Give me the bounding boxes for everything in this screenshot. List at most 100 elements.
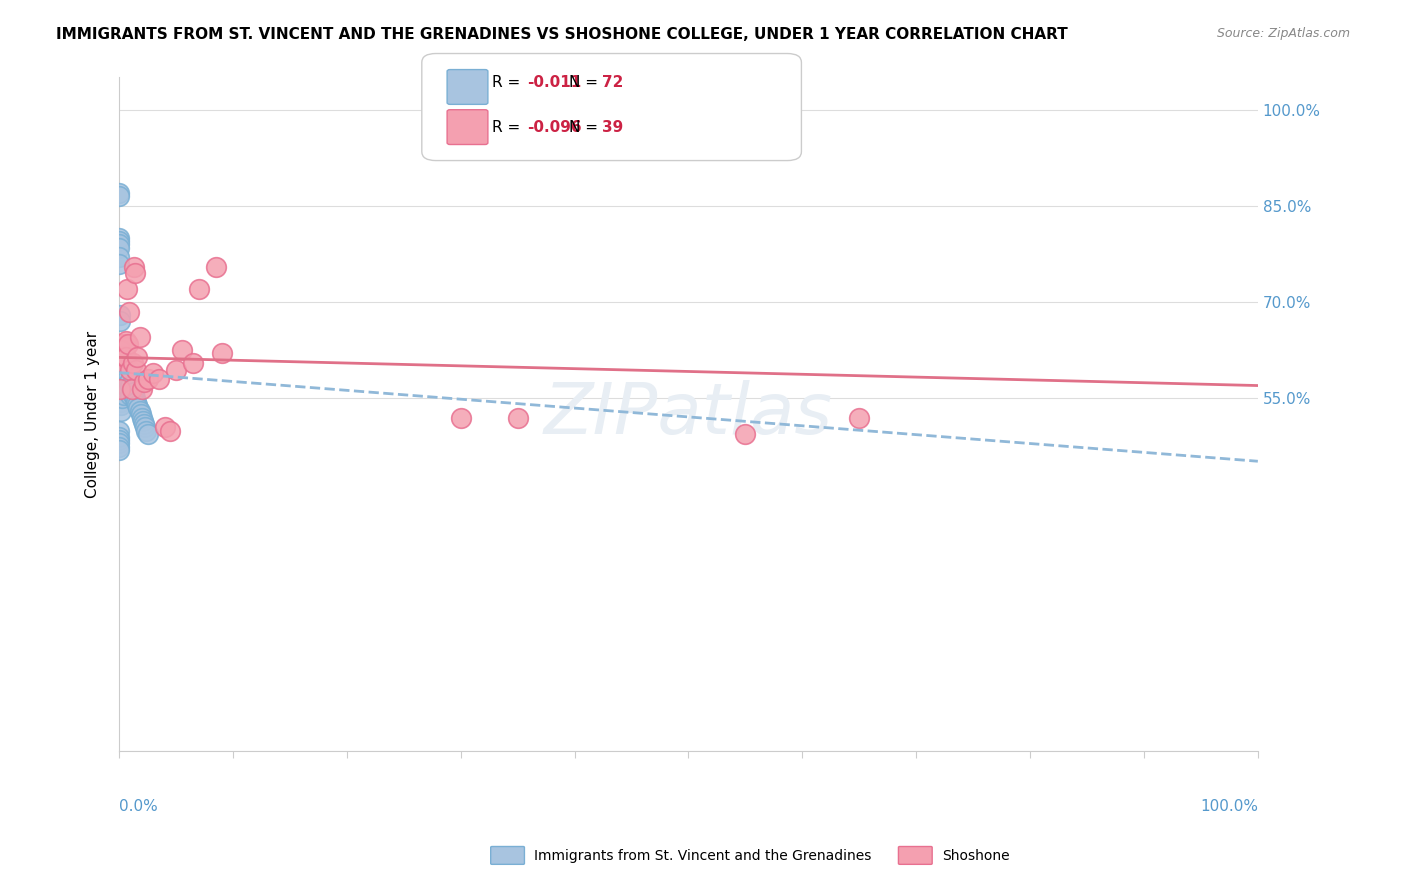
Point bbox=[110, 398, 132, 412]
Point bbox=[181, 356, 204, 370]
Point bbox=[108, 424, 131, 438]
Point bbox=[115, 378, 138, 392]
Point bbox=[132, 417, 155, 431]
Point bbox=[108, 250, 131, 264]
Text: 100.0%: 100.0% bbox=[1199, 798, 1258, 814]
Point bbox=[112, 376, 135, 390]
Point bbox=[108, 376, 131, 390]
Point bbox=[108, 340, 131, 354]
Point bbox=[122, 260, 145, 274]
Point bbox=[112, 336, 135, 351]
Point bbox=[112, 346, 135, 360]
Point bbox=[110, 343, 132, 358]
Point bbox=[108, 366, 131, 380]
Point bbox=[165, 362, 187, 376]
Point bbox=[108, 308, 131, 322]
Point bbox=[114, 359, 136, 374]
Point bbox=[111, 378, 134, 392]
Point bbox=[120, 378, 142, 392]
Point bbox=[108, 241, 131, 255]
Point bbox=[131, 382, 153, 396]
Point bbox=[120, 388, 142, 402]
Point bbox=[112, 356, 135, 370]
Point bbox=[450, 410, 472, 425]
Point bbox=[117, 336, 139, 351]
Text: R =: R = bbox=[492, 120, 526, 135]
Text: Immigrants from St. Vincent and the Grenadines: Immigrants from St. Vincent and the Gren… bbox=[534, 849, 872, 863]
Point bbox=[108, 378, 131, 392]
Point bbox=[132, 414, 155, 428]
Point bbox=[110, 384, 132, 399]
Point bbox=[111, 350, 134, 364]
Point bbox=[108, 394, 131, 409]
Point bbox=[506, 410, 529, 425]
Text: ZIPatlas: ZIPatlas bbox=[544, 380, 832, 449]
Point bbox=[128, 330, 150, 344]
Text: N =: N = bbox=[569, 76, 603, 90]
Point bbox=[111, 384, 134, 399]
Text: R =: R = bbox=[492, 76, 526, 90]
Text: 39: 39 bbox=[602, 120, 623, 135]
Point bbox=[108, 189, 131, 203]
Point bbox=[108, 314, 131, 328]
Point bbox=[135, 424, 157, 438]
Point bbox=[115, 282, 138, 296]
Point bbox=[108, 237, 131, 252]
Point bbox=[128, 404, 150, 418]
Point bbox=[108, 436, 131, 450]
Point bbox=[131, 410, 153, 425]
Point bbox=[121, 388, 143, 402]
Point bbox=[108, 442, 131, 457]
Point bbox=[132, 376, 155, 390]
Point bbox=[108, 359, 131, 374]
Point bbox=[848, 410, 870, 425]
Point bbox=[153, 420, 176, 434]
Point bbox=[112, 388, 135, 402]
Point bbox=[117, 368, 139, 383]
Point bbox=[114, 382, 136, 396]
Point bbox=[121, 356, 143, 370]
Point bbox=[125, 362, 148, 376]
Point bbox=[120, 362, 142, 376]
Point bbox=[115, 350, 138, 364]
Point bbox=[115, 334, 138, 348]
Point bbox=[114, 368, 136, 383]
Point bbox=[112, 366, 135, 380]
Point bbox=[148, 372, 170, 386]
Point bbox=[108, 186, 131, 200]
Point bbox=[127, 401, 149, 415]
Point bbox=[110, 336, 132, 351]
Point bbox=[108, 231, 131, 245]
Point bbox=[124, 392, 146, 406]
Point bbox=[114, 340, 136, 354]
Point bbox=[118, 376, 141, 390]
Point bbox=[110, 376, 132, 390]
Point bbox=[187, 282, 209, 296]
Point bbox=[127, 350, 149, 364]
Point bbox=[127, 398, 149, 412]
Point bbox=[117, 382, 139, 396]
Point bbox=[108, 372, 131, 386]
Point bbox=[111, 359, 134, 374]
Point bbox=[159, 424, 181, 438]
Text: -0.096: -0.096 bbox=[527, 120, 582, 135]
Point bbox=[734, 426, 756, 441]
Point bbox=[121, 382, 143, 396]
Point bbox=[205, 260, 228, 274]
Text: Shoshone: Shoshone bbox=[942, 849, 1010, 863]
Point bbox=[110, 394, 132, 409]
Text: -0.011: -0.011 bbox=[527, 76, 582, 90]
Point bbox=[125, 394, 148, 409]
Point bbox=[114, 350, 136, 364]
Point bbox=[170, 343, 193, 358]
Text: Source: ZipAtlas.com: Source: ZipAtlas.com bbox=[1216, 27, 1350, 40]
Point bbox=[111, 350, 134, 364]
Text: 0.0%: 0.0% bbox=[120, 798, 157, 814]
Point bbox=[108, 382, 131, 396]
Point bbox=[108, 430, 131, 444]
Point bbox=[110, 362, 132, 376]
Point bbox=[115, 362, 138, 376]
Point bbox=[108, 384, 131, 399]
Point bbox=[211, 346, 233, 360]
Point bbox=[134, 420, 156, 434]
